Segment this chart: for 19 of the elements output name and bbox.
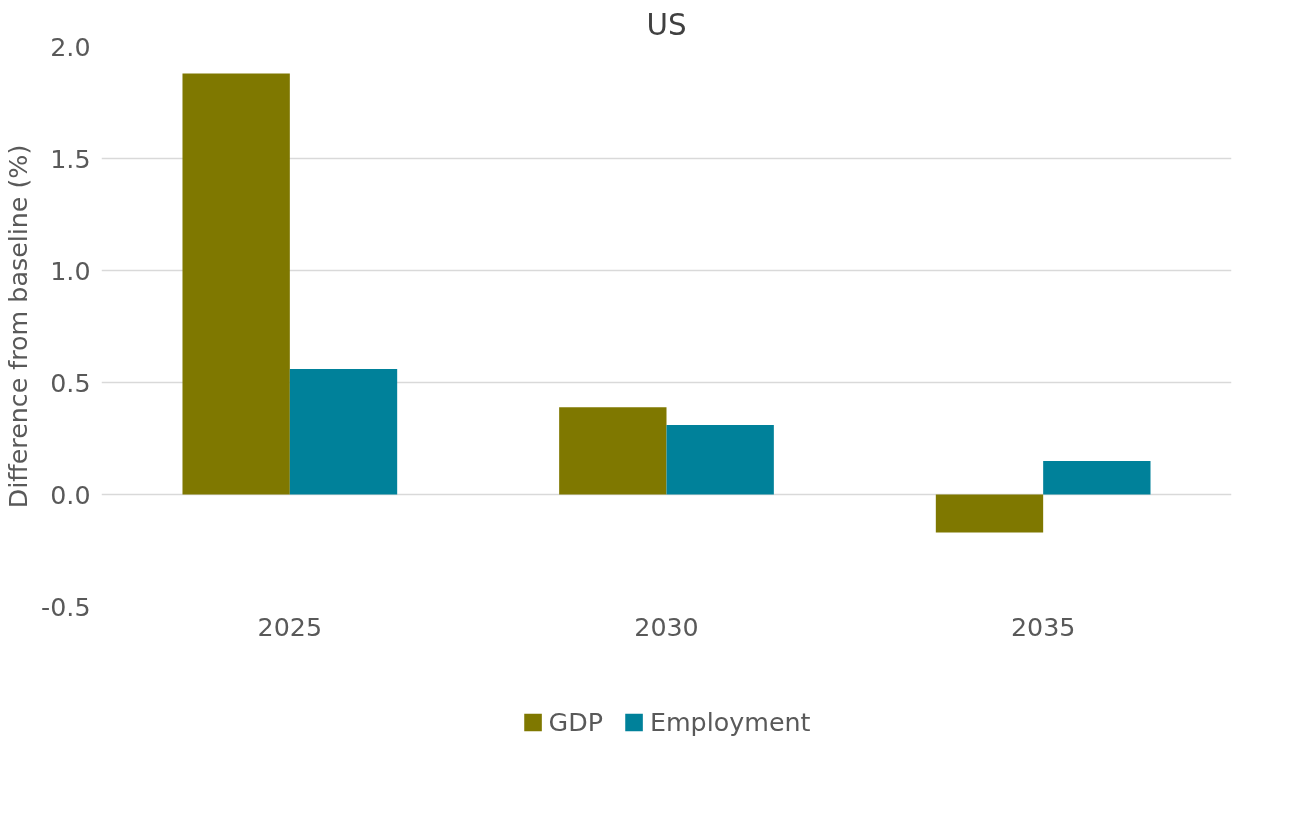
x-tick-label: 2030: [634, 611, 699, 642]
y-tick-label: 0.0: [50, 479, 91, 510]
legend-label: Employment: [649, 707, 811, 737]
y-tick-label: 2.0: [50, 31, 91, 62]
bar: [182, 73, 290, 495]
y-axis-title: Difference from baseline (%): [3, 144, 34, 509]
legend-label: GDP: [548, 707, 603, 737]
bar: [935, 494, 1044, 533]
y-tick-label: 1.0: [50, 255, 91, 286]
bar: [289, 369, 398, 495]
chart-title: US: [646, 7, 687, 42]
bar: [1043, 460, 1151, 495]
x-tick-label: 2035: [1010, 611, 1076, 642]
y-tick-label: 0.5: [50, 367, 91, 398]
x-tick-label: 2025: [257, 611, 323, 642]
bar: [666, 425, 774, 495]
y-tick-label: -0.5: [41, 591, 91, 622]
bar: [559, 407, 667, 495]
y-tick-label: 1.5: [50, 143, 91, 174]
